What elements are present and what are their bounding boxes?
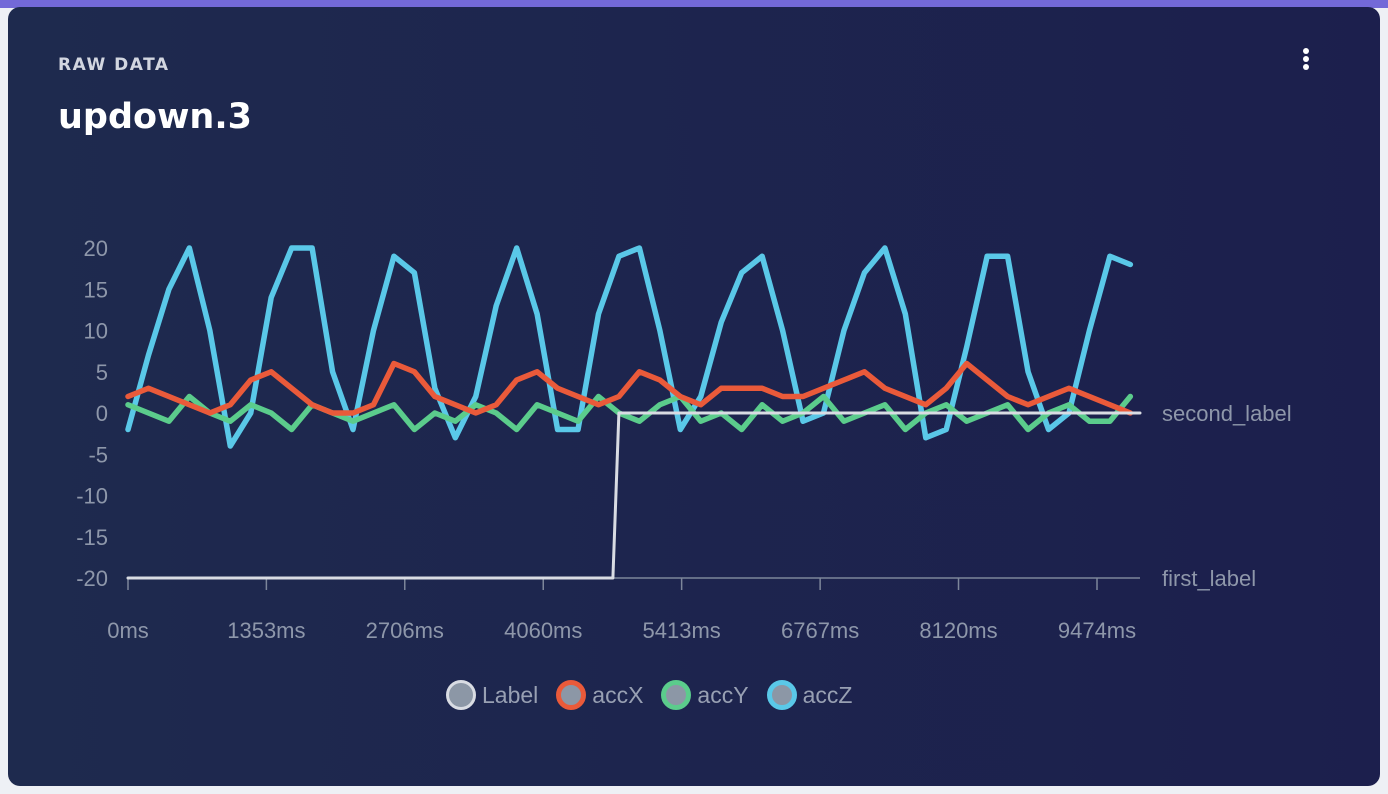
y-tick-label: 20	[84, 236, 108, 261]
series-line-label	[126, 411, 1142, 580]
series-line-accx	[125, 360, 1134, 416]
y-tick-label: -10	[76, 484, 108, 509]
legend-item-accy[interactable]: accY	[661, 680, 749, 710]
legend-label: Label	[482, 681, 539, 708]
legend-label: accY	[697, 681, 749, 708]
right-axis-label: first_label	[1162, 566, 1256, 591]
legend-swatch	[661, 680, 692, 710]
legend-swatch	[766, 680, 797, 710]
x-tick-label: 1353ms	[227, 618, 305, 643]
y-tick-label: 15	[84, 277, 108, 302]
legend-swatch	[446, 680, 476, 710]
legend-swatch	[556, 680, 587, 710]
more-vertical-icon[interactable]	[1296, 46, 1316, 76]
legend-item-label[interactable]: Label	[446, 680, 538, 710]
y-tick-label: 5	[96, 360, 108, 385]
x-tick-label: 8120ms	[919, 618, 997, 643]
legend-item-accx[interactable]: accX	[556, 680, 643, 710]
legend-item-accz[interactable]: accZ	[766, 680, 853, 710]
x-tick-label: 2706ms	[366, 618, 444, 643]
x-tick-label: 0ms	[107, 618, 149, 643]
series-line-accz	[125, 245, 1134, 449]
y-tick-label: -20	[76, 566, 108, 591]
x-tick-label: 9474ms	[1058, 618, 1136, 643]
top-accent-bar	[0, 0, 1388, 8]
legend-label: accX	[592, 681, 644, 708]
right-axis-label: second_label	[1162, 401, 1292, 426]
card-kicker: RAW DATA	[58, 55, 170, 75]
x-tick-label: 6767ms	[781, 618, 859, 643]
y-tick-label: 10	[84, 319, 108, 344]
y-tick-label: -15	[76, 525, 108, 550]
legend-label: accZ	[802, 681, 853, 708]
series-line-accy	[125, 393, 1134, 433]
chart-legend: Label accX accY accZ	[446, 680, 870, 710]
y-tick-label: 0	[96, 401, 108, 426]
x-tick-label: 4060ms	[504, 618, 582, 643]
sample-title: updown.3	[58, 97, 252, 137]
x-tick-label: 5413ms	[643, 618, 721, 643]
y-tick-label: -5	[88, 442, 108, 467]
